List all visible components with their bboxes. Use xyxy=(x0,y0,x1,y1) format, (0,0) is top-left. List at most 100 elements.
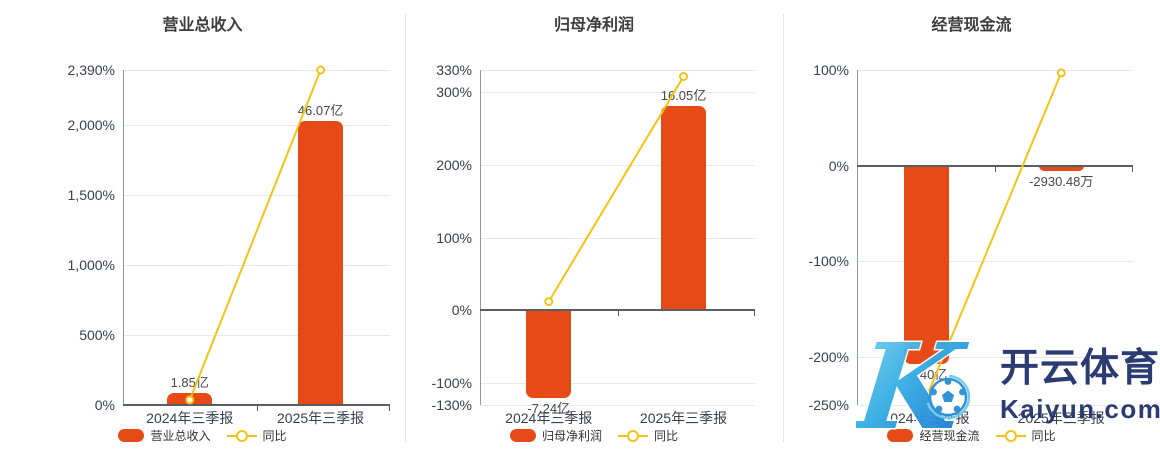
legend-yoy-label: 同比 xyxy=(1031,429,1056,443)
yoy-line-operating-cash-flow xyxy=(921,68,1066,403)
legend-yoy-label: 同比 xyxy=(654,429,679,443)
legend-bar-swatch-icon xyxy=(118,429,145,442)
y-axis-tick-label: 100% xyxy=(436,229,472,246)
x-axis-tick xyxy=(995,166,996,172)
legend-item-net-profit-bar[interactable]: 归母净利润 xyxy=(509,427,602,444)
y-axis-tick-label: 330% xyxy=(436,62,472,78)
bar-operating-cash-flow-1 xyxy=(903,165,949,364)
y-axis-tick-label: -100% xyxy=(431,375,472,392)
yoy-marker-icon xyxy=(679,72,688,82)
y-axis-tick-label: 300% xyxy=(436,83,472,100)
y-axis-tick-label: 0% xyxy=(451,302,472,319)
gridline xyxy=(857,357,1133,359)
x-axis-category-label: 2024年三季报 xyxy=(146,410,234,426)
yoy-marker-icon xyxy=(544,297,554,307)
legend-bar-swatch-icon xyxy=(509,429,536,442)
gridline xyxy=(480,405,755,406)
legend-line-marker-icon xyxy=(618,429,648,442)
chart-title-net-profit: 归母净利润 xyxy=(553,17,634,34)
panel-divider-1 xyxy=(405,14,406,442)
bar-revenue-2 xyxy=(298,121,344,405)
x-axis-category-label: 2025年三季报 xyxy=(639,410,728,426)
x-axis-tick xyxy=(256,406,258,411)
legend-item-operating-cash-flow-bar[interactable]: 经营现金流 xyxy=(887,427,980,444)
gridline xyxy=(857,70,1133,71)
gridline xyxy=(480,164,755,166)
yoy-marker-icon xyxy=(316,65,326,75)
yoy-marker-icon xyxy=(185,395,195,405)
legend-yoy-label: 同比 xyxy=(262,429,287,443)
chart-panel-net-profit: 归母净利润 -130% -100% 0% 100% 200% 300% 330% -7.24亿 2… xyxy=(405,0,783,450)
bar-value-label: -7.24亿 xyxy=(527,400,571,416)
legend-bar-swatch-icon xyxy=(887,429,914,442)
y-axis-tick-label: 2,000% xyxy=(67,116,115,133)
chart-panel-revenue: 营业总收入 0% 500% 1,000% 1,500% 2,000% 2,390% 1.85亿… xyxy=(0,0,405,450)
bar-value-label: -2930.48万 xyxy=(1029,174,1094,190)
gridline xyxy=(123,194,390,196)
x-axis-category-label: 2024年三季报 xyxy=(882,410,970,426)
gridline xyxy=(480,383,755,385)
bar-net-profit-1 xyxy=(526,310,572,398)
x-axis-tick xyxy=(1132,166,1133,172)
x-axis-category-label: 2025年三季报 xyxy=(277,410,365,426)
chart-panel-operating-cash-flow: 经营现金流 -250% -200% -100% 0% 100% -8.40亿 2024年三季报… xyxy=(783,0,1160,450)
y-axis-line xyxy=(480,70,481,405)
gridline xyxy=(480,237,755,239)
gridline xyxy=(480,70,755,71)
y-axis-tick-label: 2,390% xyxy=(67,62,115,78)
x-axis-tick xyxy=(617,311,619,317)
legend-net-profit: 归母净利润 同比 xyxy=(405,427,783,444)
legend-bar-label: 经营现金流 xyxy=(919,429,980,443)
yoy-line-revenue xyxy=(185,65,326,405)
gridline xyxy=(123,124,390,126)
y-axis-tick-label: -200% xyxy=(808,349,849,366)
x-axis-tick xyxy=(389,406,390,411)
legend-line-marker-icon xyxy=(995,429,1026,442)
bar-operating-cash-flow-2 xyxy=(1038,165,1084,172)
y-axis-tick-label: 500% xyxy=(79,326,115,343)
legend-item-revenue-yoy[interactable]: 同比 xyxy=(226,427,287,444)
yoy-marker-icon xyxy=(1056,68,1066,78)
bar-value-label: 16.05亿 xyxy=(660,88,707,104)
chart-title-revenue: 营业总收入 xyxy=(162,17,243,34)
x-axis-tick xyxy=(754,311,755,317)
y-axis-line xyxy=(857,70,858,405)
bar-value-label: 1.85亿 xyxy=(170,374,209,390)
gridline xyxy=(857,261,1133,263)
y-axis-tick-label: 1,500% xyxy=(67,186,115,203)
y-axis-tick-label: 0% xyxy=(94,397,115,413)
y-axis-tick-label: -130% xyxy=(431,397,472,413)
y-axis-tick-label: 0% xyxy=(828,157,849,174)
x-axis-category-label: 2025年三季报 xyxy=(1017,410,1105,426)
x-axis-category-label: 2024年三季报 xyxy=(505,410,593,426)
chart-title-operating-cash-flow: 经营现金流 xyxy=(931,17,1012,34)
legend-bar-label: 营业总收入 xyxy=(150,429,211,443)
y-axis-line xyxy=(123,70,124,405)
y-axis-tick-label: 100% xyxy=(813,62,849,78)
legend-bar-label: 归母净利润 xyxy=(541,429,602,443)
x-axis-line xyxy=(480,309,755,312)
gridline xyxy=(123,70,390,71)
gridline xyxy=(480,91,755,93)
y-axis-tick-label: -100% xyxy=(808,253,849,270)
legend-item-net-profit-yoy[interactable]: 同比 xyxy=(618,427,678,444)
legend-item-revenue-bar[interactable]: 营业总收入 xyxy=(118,427,211,444)
yoy-line-net-profit xyxy=(544,72,688,307)
bar-net-profit-2 xyxy=(661,106,706,311)
gridline xyxy=(123,264,390,266)
bar-value-label: 46.07亿 xyxy=(297,103,344,119)
yoy-marker-icon xyxy=(921,393,931,403)
panel-divider-2 xyxy=(783,14,784,442)
y-axis-tick-label: -250% xyxy=(808,397,849,413)
x-axis-line xyxy=(123,404,390,406)
legend-revenue: 营业总收入 同比 xyxy=(0,427,405,444)
legend-line-marker-icon xyxy=(226,429,257,442)
y-axis-tick-label: 200% xyxy=(436,156,472,173)
legend-item-operating-cash-flow-yoy[interactable]: 同比 xyxy=(995,427,1056,444)
x-axis-line xyxy=(857,164,1133,167)
legend-operating-cash-flow: 经营现金流 同比 xyxy=(783,427,1160,444)
y-axis-tick-label: 1,000% xyxy=(67,256,115,273)
gridline xyxy=(857,405,1133,406)
gridline xyxy=(123,334,390,336)
